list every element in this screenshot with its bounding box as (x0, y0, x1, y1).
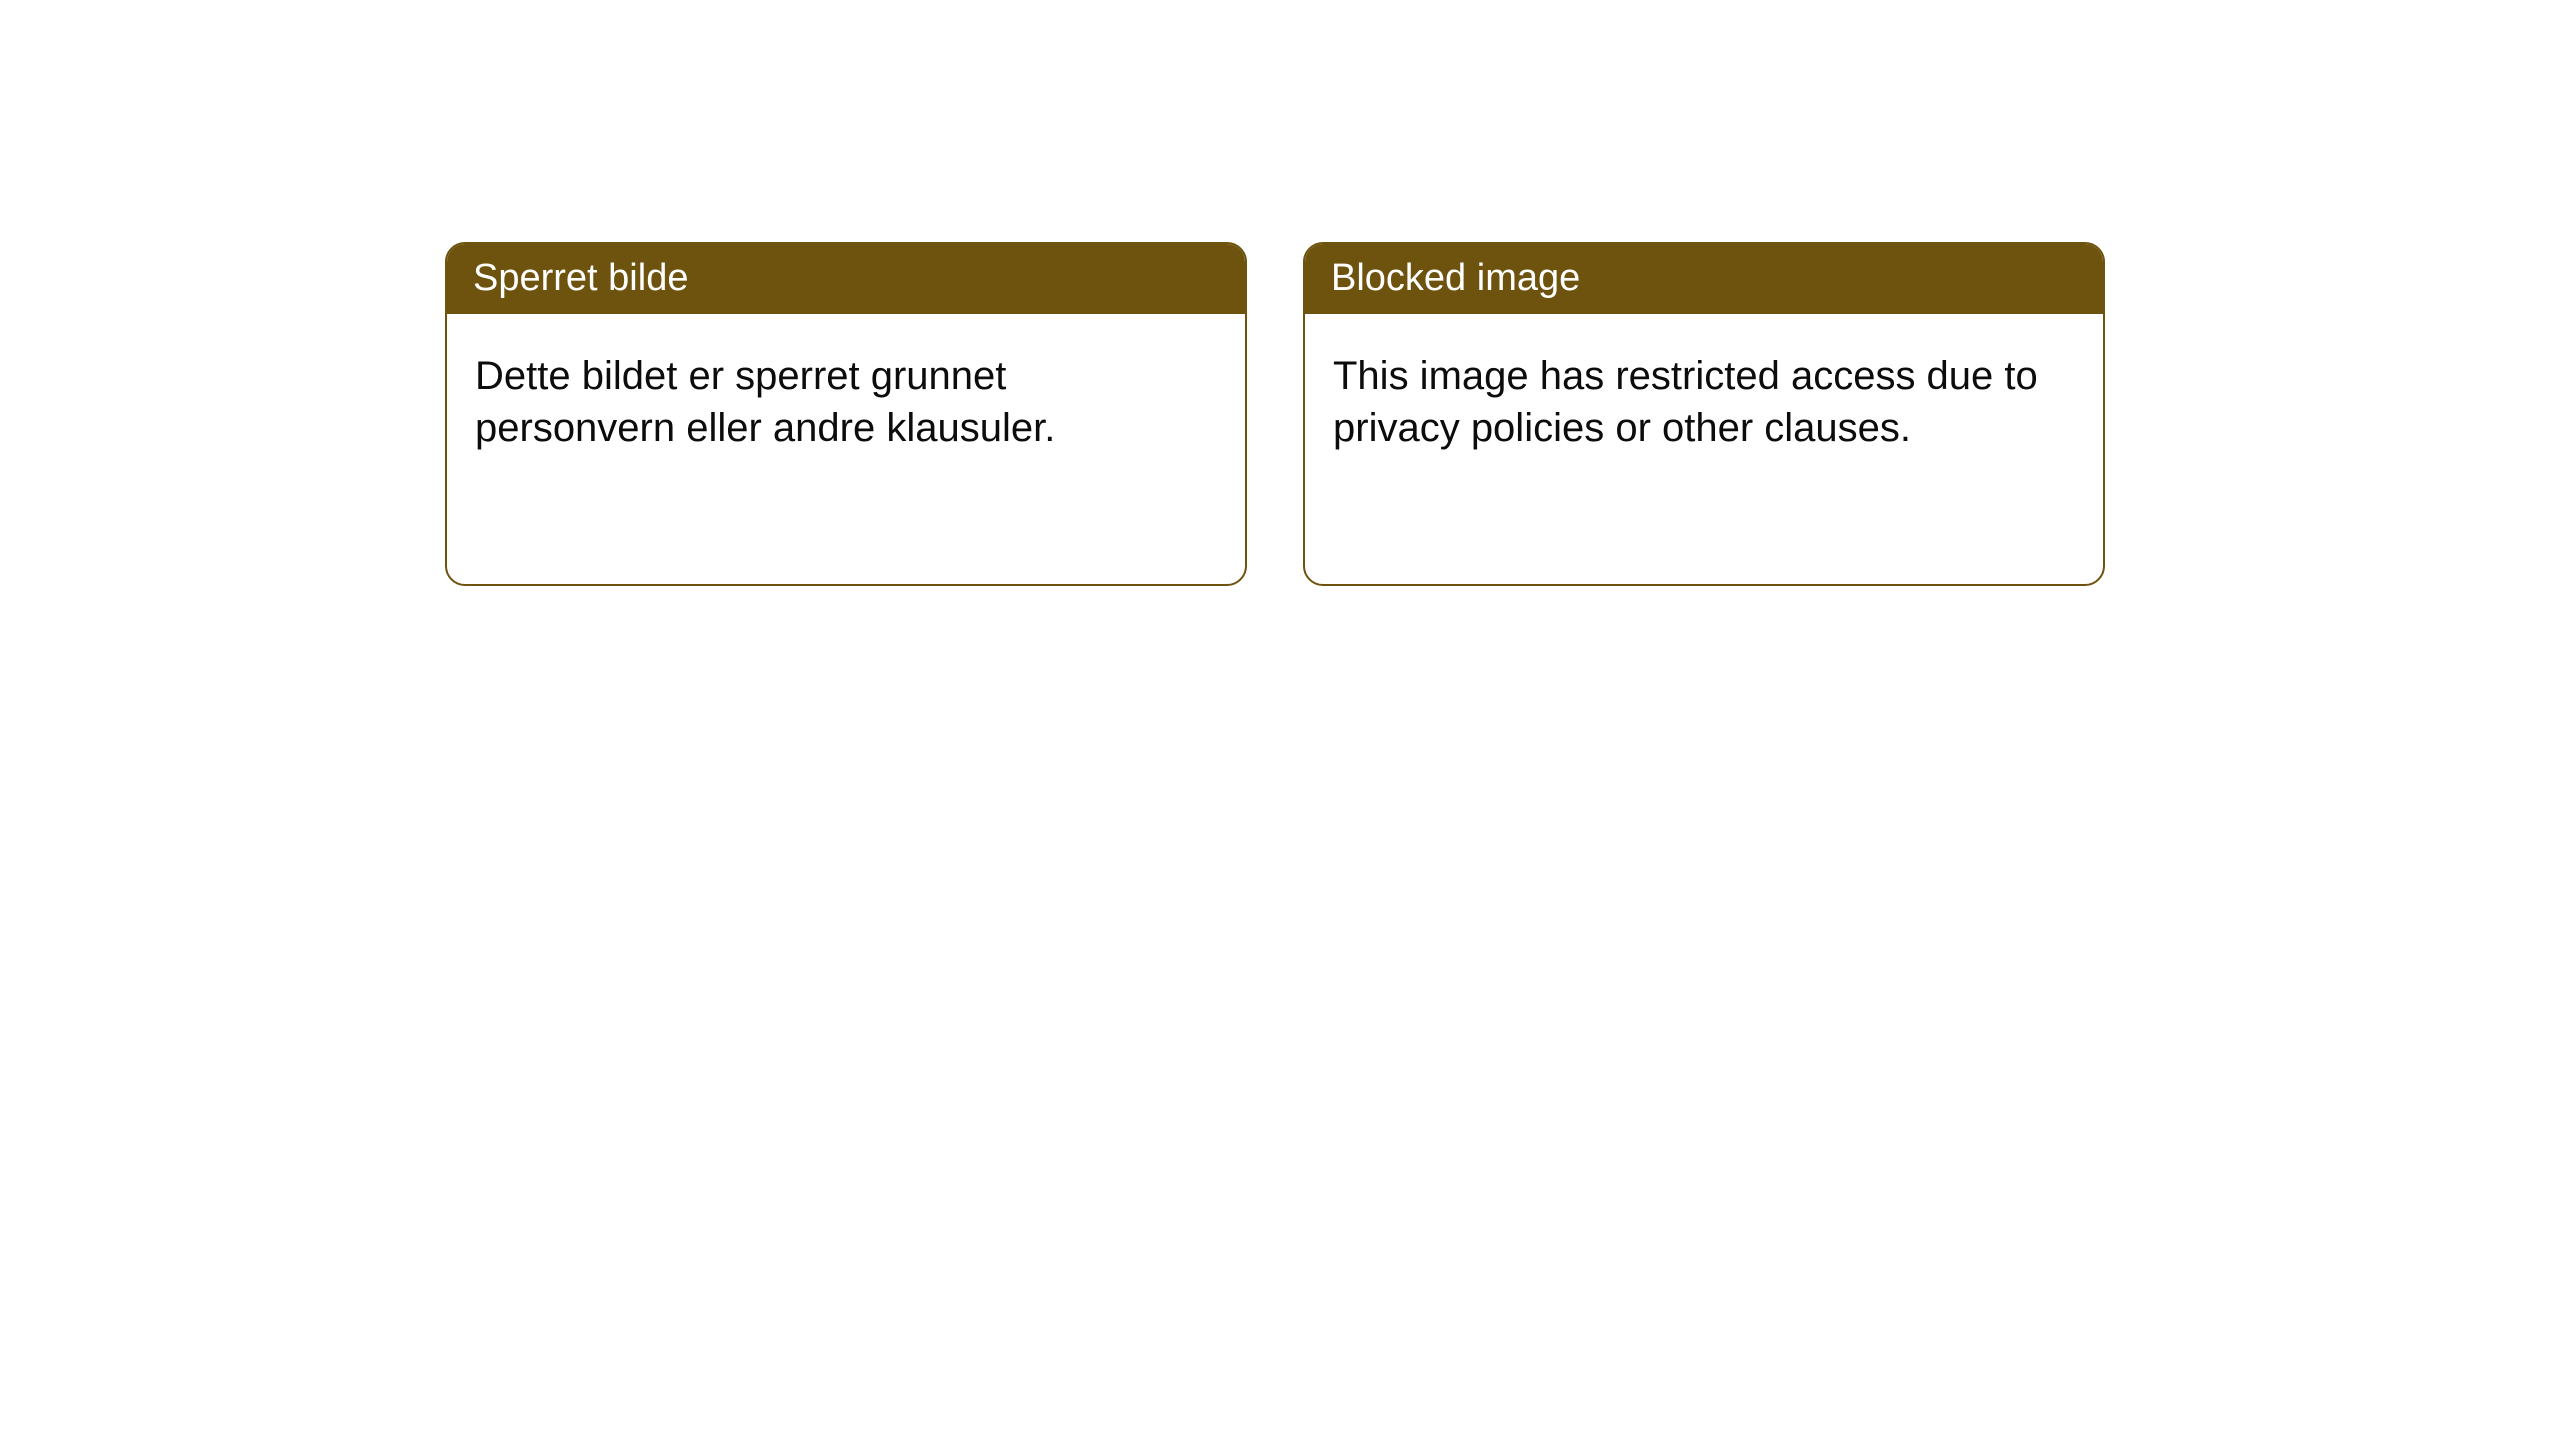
card-body-english: This image has restricted access due to … (1305, 314, 2103, 584)
card-message: This image has restricted access due to … (1333, 354, 2038, 450)
card-header-english: Blocked image (1305, 244, 2103, 314)
card-title: Sperret bilde (473, 257, 688, 299)
card-header-norwegian: Sperret bilde (447, 244, 1245, 314)
blocked-image-cards: Sperret bilde Dette bildet er sperret gr… (445, 242, 2105, 586)
card-english: Blocked image This image has restricted … (1303, 242, 2105, 586)
card-body-norwegian: Dette bildet er sperret grunnet personve… (447, 314, 1245, 584)
card-message: Dette bildet er sperret grunnet personve… (475, 354, 1055, 450)
card-title: Blocked image (1331, 257, 1580, 299)
card-norwegian: Sperret bilde Dette bildet er sperret gr… (445, 242, 1247, 586)
